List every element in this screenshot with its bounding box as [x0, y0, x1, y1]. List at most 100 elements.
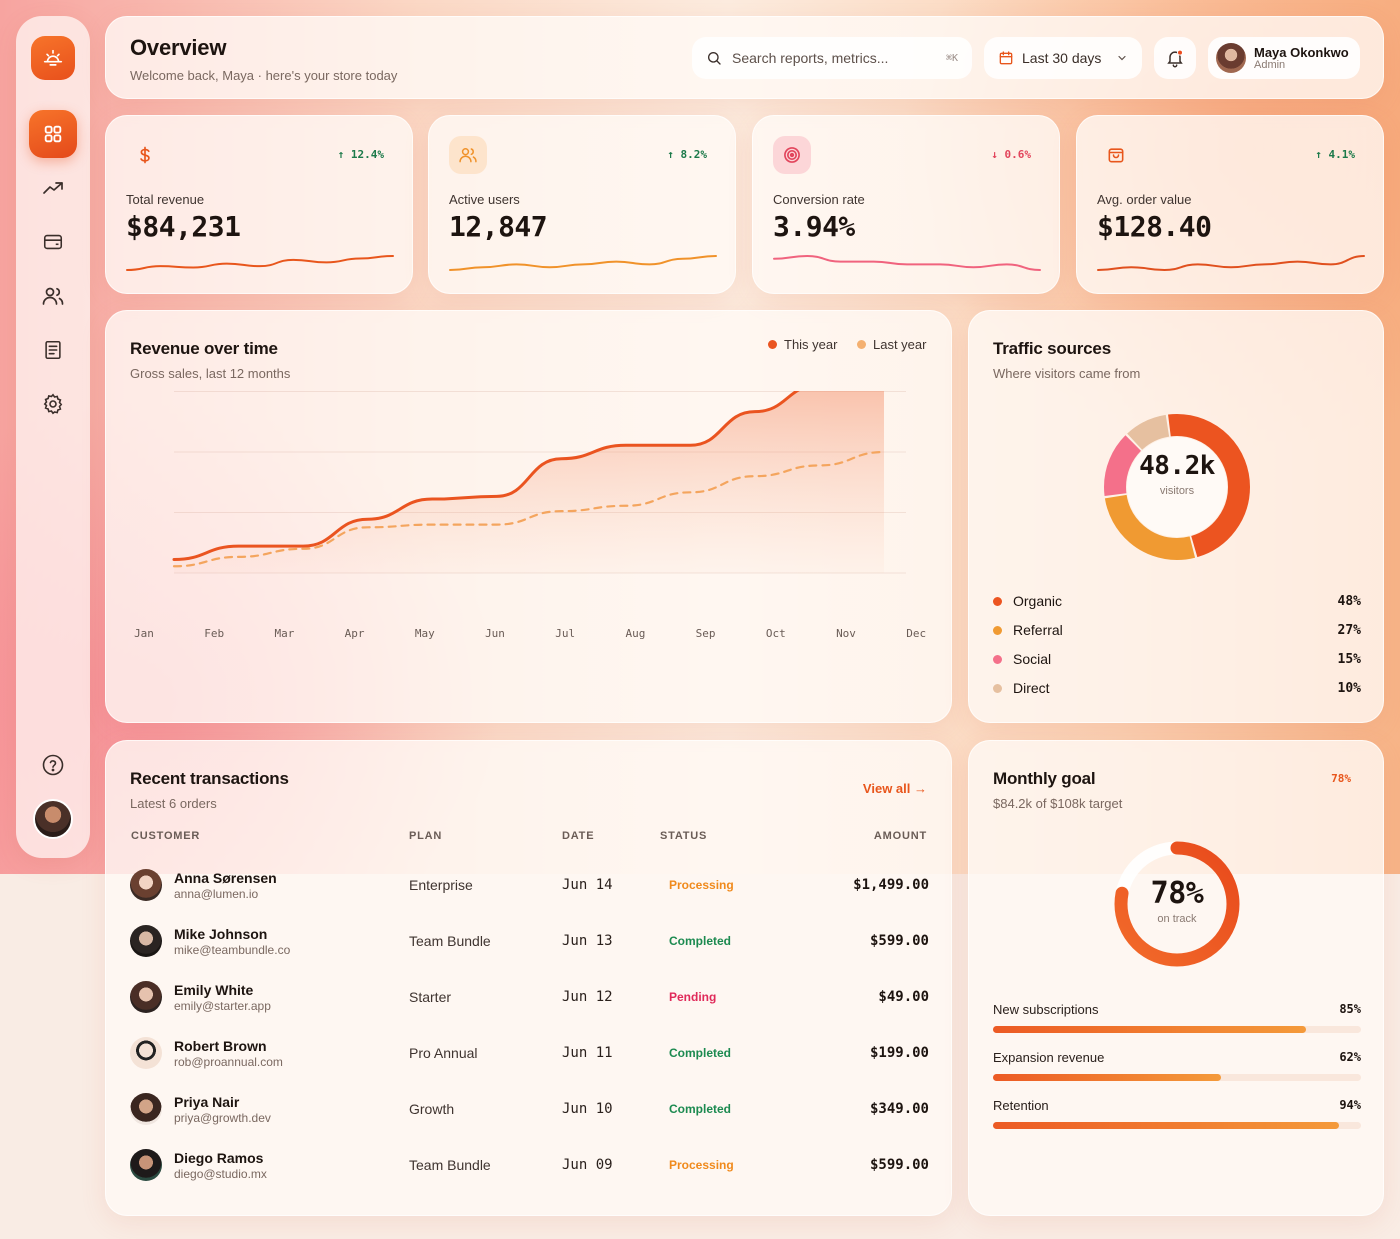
- target-icon: [773, 136, 811, 174]
- amount-cell: $1,499.00: [853, 877, 929, 893]
- sidebar-item-analytics[interactable]: [29, 164, 77, 212]
- customer-name: Diego Ramos: [174, 1150, 264, 1166]
- avatar: [130, 981, 162, 1013]
- x-tick-label: Jun: [485, 627, 505, 640]
- traffic-source-pct: 48%: [1337, 593, 1361, 609]
- x-tick-label: Sep: [695, 627, 716, 640]
- progress-fill: [993, 1074, 1222, 1081]
- traffic-source-pct: 27%: [1337, 622, 1361, 638]
- goal-bar-pct: 85%: [1339, 1002, 1361, 1016]
- column-header-plan[interactable]: PLAN: [409, 830, 443, 842]
- column-header-date[interactable]: DATE: [562, 830, 595, 842]
- sidebar-help[interactable]: [29, 741, 77, 789]
- x-tick-label: Apr: [344, 627, 365, 640]
- kpi-sparkline: [126, 255, 394, 271]
- plan-cell: Team Bundle: [409, 1157, 491, 1173]
- progress-track: [993, 1074, 1361, 1081]
- kpi-label: Active users: [449, 192, 520, 207]
- date-range-select[interactable]: Last 30 days: [984, 37, 1142, 79]
- goal-bar-label: New subscriptions: [993, 1002, 1099, 1017]
- traffic-source-row[interactable]: Social 15%: [993, 651, 1361, 667]
- monthly-goal-card: Monthly goal $84.2k of $108k target 78% …: [968, 740, 1384, 1216]
- x-tick-label: Jan: [134, 627, 154, 640]
- donut-slice-referral: [1104, 414, 1250, 560]
- transactions-title: Recent transactions: [130, 769, 289, 788]
- bell-icon: [1167, 49, 1183, 68]
- table-row[interactable]: Anna Sørensen anna@lumen.io Enterprise Jun …: [130, 861, 929, 909]
- table-row[interactable]: Mike Johnson mike@teambundle.co Team Bundl…: [130, 917, 929, 965]
- kpi-value: $128.40: [1097, 210, 1212, 243]
- revenue-line-chart[interactable]: [106, 391, 953, 721]
- traffic-source-row[interactable]: Organic 48%: [993, 593, 1361, 609]
- users-icon: [449, 136, 487, 174]
- x-tick-label: May: [414, 627, 435, 640]
- kpi-card-revenue[interactable]: ↑ 12.4% Total revenue $84,231: [105, 115, 413, 294]
- kpi-card-conversion[interactable]: ↓ 0.6% Conversion rate 3.94%: [752, 115, 1060, 294]
- sidebar-item-wallet[interactable]: [29, 218, 77, 266]
- column-header-customer[interactable]: CUSTOMER: [131, 830, 201, 842]
- x-tick-label: Oct: [765, 627, 786, 640]
- kpi-label: Avg. order value: [1097, 192, 1192, 207]
- kpi-value: 12,847: [449, 210, 548, 243]
- search-input[interactable]: Search reports, metrics... ⌘K: [692, 37, 972, 79]
- kpi-sparkline: [449, 255, 717, 271]
- revenue-subtitle: Gross sales, last 12 months: [130, 366, 291, 381]
- user-role: Admin: [1254, 58, 1286, 71]
- sidebar-avatar[interactable]: [33, 799, 73, 839]
- help-icon: [42, 754, 64, 776]
- traffic-source-row[interactable]: Referral 27%: [993, 622, 1361, 638]
- sparkline-path: [773, 254, 1041, 271]
- customer-email: emily@starter.app: [174, 999, 271, 1013]
- status-badge: Processing: [669, 1158, 734, 1172]
- revenue-title: Revenue over time: [130, 339, 278, 358]
- view-all-link[interactable]: View all →: [862, 781, 927, 796]
- traffic-donut-chart[interactable]: [969, 387, 1385, 587]
- customer-name: Anna Sørensen: [174, 870, 277, 886]
- sidebar-item-users[interactable]: [29, 272, 77, 320]
- sun-logo-icon[interactable]: [31, 36, 75, 80]
- x-tick-label: Mar: [274, 627, 295, 640]
- table-row[interactable]: Priya Nair priya@growth.dev Growth Jun 10 Co…: [130, 1085, 929, 1133]
- traffic-title: Traffic sources: [993, 339, 1111, 358]
- table-row[interactable]: Robert Brown rob@proannual.com Pro Annual J…: [130, 1029, 929, 1077]
- donut-slice-organic: [1104, 414, 1250, 560]
- kpi-card-users[interactable]: ↑ 8.2% Active users 12,847: [428, 115, 736, 294]
- legend-dot: [993, 625, 1002, 635]
- kpi-label: Total revenue: [126, 192, 205, 207]
- sidebar-item-settings[interactable]: [29, 380, 77, 428]
- sidebar-item-dashboard[interactable]: [29, 110, 77, 158]
- x-tick-label: Dec: [906, 627, 927, 640]
- search-icon: [708, 52, 721, 65]
- column-header-status[interactable]: STATUS: [660, 830, 708, 842]
- progress-fill: [993, 1122, 1339, 1129]
- table-row[interactable]: Diego Ramos diego@studio.mx Team Bundle Jun…: [130, 1141, 929, 1189]
- customer-name: Emily White: [174, 982, 254, 998]
- table-row[interactable]: Emily White emily@starter.app Starter Jun 1…: [130, 973, 929, 1021]
- transactions-subtitle: Latest 6 orders: [130, 796, 217, 811]
- date-cell: Jun 14: [562, 877, 613, 893]
- legend-last-year[interactable]: Last year: [857, 337, 926, 352]
- goal-subtitle: $84.2k of $108k target: [993, 796, 1123, 811]
- traffic-source-name: Direct: [1013, 680, 1050, 696]
- traffic-source-row[interactable]: Direct 10%: [993, 680, 1361, 696]
- legend-this-year[interactable]: This year: [768, 337, 837, 352]
- sparkline-path: [1097, 255, 1365, 272]
- customer-name: Priya Nair: [174, 1094, 240, 1110]
- notifications-button[interactable]: [1154, 37, 1196, 79]
- customer-name: Mike Johnson: [174, 926, 268, 942]
- legend-dot: [993, 654, 1002, 664]
- date-range-value: Last 30 days: [1022, 50, 1102, 66]
- goal-bar-label: Retention: [993, 1098, 1049, 1113]
- goal-center: 78% on track: [1097, 876, 1257, 925]
- kpi-sparkline: [773, 254, 1041, 271]
- traffic-source-name: Referral: [1013, 622, 1063, 638]
- customer-email: mike@teambundle.co: [174, 943, 291, 957]
- avatar: [1216, 43, 1246, 73]
- column-header-amount[interactable]: AMOUNT: [873, 830, 927, 842]
- kpi-card-aov[interactable]: ↑ 4.1% Avg. order value $128.40: [1076, 115, 1384, 294]
- series-this-year-line: [172, 391, 800, 562]
- transactions-card: Recent transactions Latest 6 orders View…: [105, 740, 952, 1216]
- sidebar-item-reports[interactable]: [29, 326, 77, 374]
- user-menu[interactable]: Maya Okonkwo Admin: [1208, 37, 1360, 79]
- amount-cell: $349.00: [869, 1101, 929, 1117]
